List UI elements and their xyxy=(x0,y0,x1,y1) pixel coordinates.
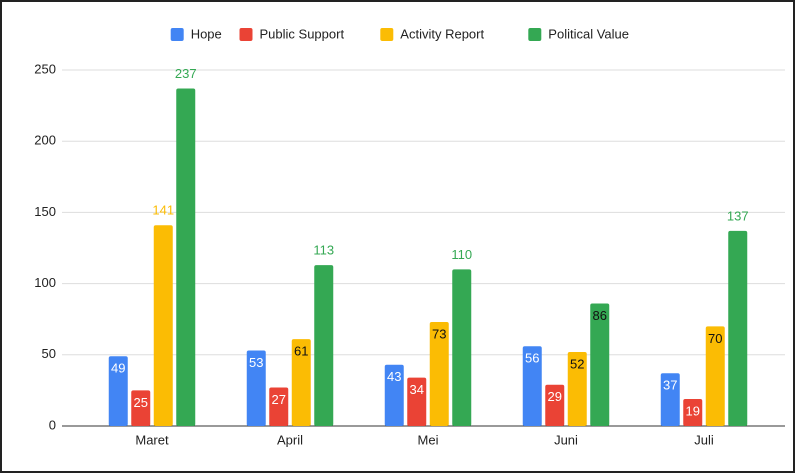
data-label: 19 xyxy=(686,403,700,418)
data-label: 137 xyxy=(727,208,749,223)
y-tick-label: 250 xyxy=(34,61,56,76)
bar xyxy=(590,303,610,426)
bar xyxy=(384,364,404,426)
y-tick-label: 150 xyxy=(34,204,56,219)
bar xyxy=(683,398,703,426)
legend-label: Political Value xyxy=(548,26,629,41)
data-label: 27 xyxy=(272,392,286,407)
bar xyxy=(246,350,266,426)
x-tick-label: Maret xyxy=(135,432,169,447)
y-tick-label: 100 xyxy=(34,275,56,290)
data-label: 113 xyxy=(313,243,334,258)
bar xyxy=(522,346,542,426)
x-tick-label: Juni xyxy=(554,432,578,447)
data-label: 43 xyxy=(387,369,401,384)
data-label: 237 xyxy=(175,66,197,81)
data-label: 49 xyxy=(111,361,125,376)
bar xyxy=(407,377,427,426)
y-tick-label: 50 xyxy=(42,346,56,361)
legend-label: Activity Report xyxy=(400,26,484,41)
bar xyxy=(728,230,748,426)
bar xyxy=(567,351,587,426)
bar xyxy=(131,390,151,426)
x-tick-label: April xyxy=(277,432,303,447)
data-label: 141 xyxy=(152,203,174,218)
data-label: 73 xyxy=(432,326,446,341)
legend-swatch xyxy=(239,28,253,41)
data-label: 61 xyxy=(294,344,308,359)
data-label: 37 xyxy=(663,378,677,393)
data-label: 110 xyxy=(451,247,472,262)
data-label: 56 xyxy=(525,351,539,366)
bar xyxy=(291,339,311,426)
legend-swatch xyxy=(380,28,394,41)
bar xyxy=(176,88,196,427)
legend-swatch xyxy=(170,28,184,41)
y-tick-label: 0 xyxy=(49,417,56,432)
bar xyxy=(269,387,289,426)
data-label: 53 xyxy=(249,355,263,370)
legend-label: Public Support xyxy=(260,26,345,41)
legend-label: Hope xyxy=(191,26,222,41)
legend-swatch xyxy=(528,28,542,41)
bar xyxy=(153,225,173,426)
data-label: 86 xyxy=(593,308,607,323)
x-tick-label: Mei xyxy=(418,432,439,447)
y-tick-label: 200 xyxy=(34,133,56,148)
data-label: 29 xyxy=(548,389,562,404)
data-label: 25 xyxy=(134,395,148,410)
bar xyxy=(545,384,565,426)
data-label: 70 xyxy=(708,331,722,346)
bar xyxy=(314,265,334,426)
bar xyxy=(705,326,725,426)
data-label: 52 xyxy=(570,356,584,371)
bar xyxy=(452,269,472,426)
bar xyxy=(660,373,680,426)
bar xyxy=(108,356,128,426)
x-tick-label: Juli xyxy=(694,432,714,447)
bar xyxy=(429,322,449,426)
data-label: 34 xyxy=(410,382,424,397)
